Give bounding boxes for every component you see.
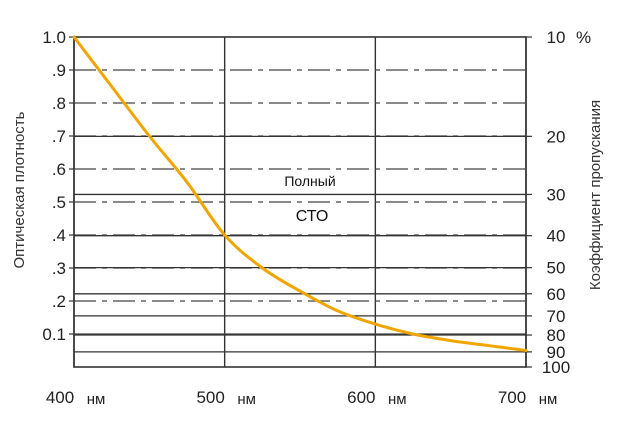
left-tick-label: 0.1 bbox=[42, 325, 66, 344]
right-tick-label: 10 bbox=[547, 28, 566, 47]
annotation-label-2: СТО bbox=[296, 208, 329, 225]
x-tick-unit: нм bbox=[539, 391, 558, 408]
right-tick-label: 70 bbox=[547, 307, 566, 326]
left-tick-label: .9 bbox=[52, 61, 66, 80]
right-tick-label: 100 bbox=[542, 358, 570, 377]
y-axis-title-left: Оптическая плотность bbox=[11, 111, 28, 268]
right-tick-label: 50 bbox=[547, 259, 566, 278]
y-axis-title-right: Коэффициент пропускания bbox=[587, 100, 604, 290]
tick-labels: 400 нм 500 нм 600 нм 700 нм 1.0 .9 .8 .7 .6 .5 .4 .3 .2 0… bbox=[42, 28, 591, 408]
left-tick-label: .5 bbox=[52, 193, 66, 212]
right-tick-label: 40 bbox=[547, 227, 566, 246]
x-tick-unit: нм bbox=[237, 391, 256, 408]
left-tick-label: .6 bbox=[52, 160, 66, 179]
left-tick-label: .8 bbox=[52, 94, 66, 113]
x-tick-label: 700 bbox=[498, 388, 526, 407]
x-tick-unit: нм bbox=[87, 391, 106, 408]
right-tick-label: 60 bbox=[547, 285, 566, 304]
series-layer bbox=[72, 35, 528, 352]
x-tick-label: 600 bbox=[347, 388, 375, 407]
left-tick-label: .3 bbox=[52, 259, 66, 278]
series-line bbox=[72, 35, 528, 352]
left-tick-label: .2 bbox=[52, 292, 66, 311]
annotation-label-1: Полный bbox=[284, 173, 335, 189]
right-tick-label: 80 bbox=[547, 326, 566, 345]
right-tick-label: 90 bbox=[547, 343, 566, 362]
x-tick-label: 500 bbox=[196, 388, 224, 407]
left-tick-label: 1.0 bbox=[42, 28, 66, 47]
right-tick-label: 30 bbox=[547, 185, 566, 204]
x-tick-label: 400 bbox=[46, 388, 74, 407]
left-tick-label: .4 bbox=[52, 226, 66, 245]
left-tick-label: .7 bbox=[52, 127, 66, 146]
right-unit-label: % bbox=[576, 28, 591, 47]
right-tick-label: 20 bbox=[547, 127, 566, 146]
x-tick-unit: нм bbox=[388, 391, 407, 408]
grid bbox=[69, 36, 532, 368]
